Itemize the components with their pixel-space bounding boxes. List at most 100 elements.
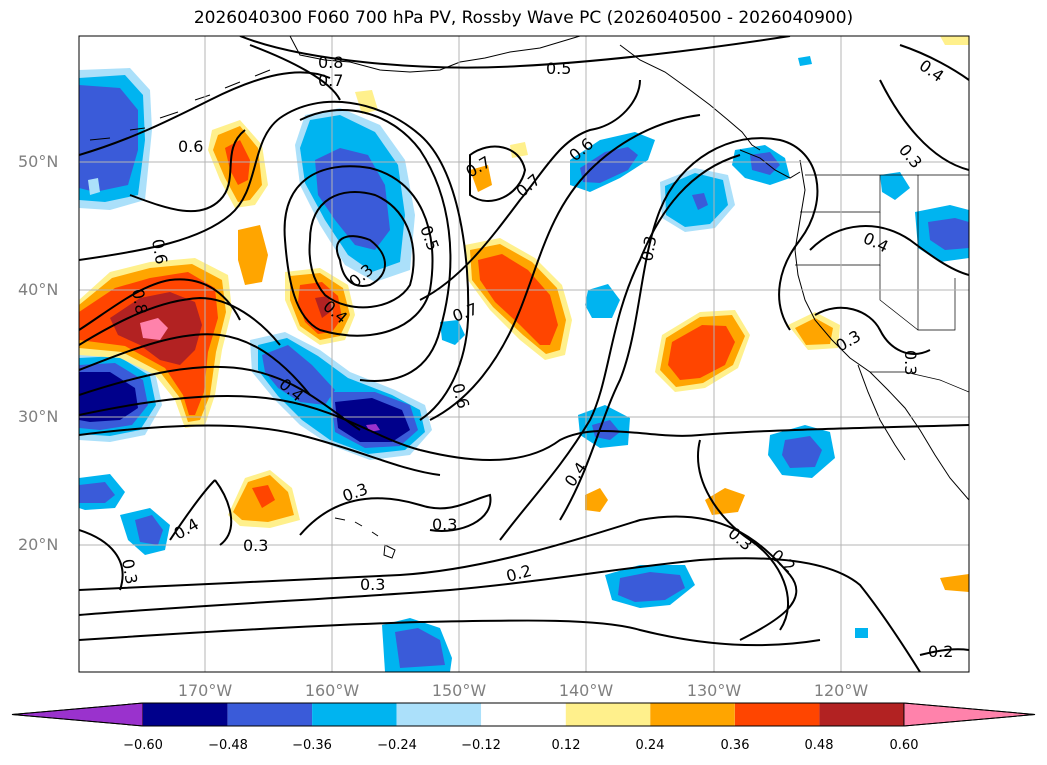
shade-pos-west-pink [140, 318, 168, 340]
colorbar-swatch-2 [227, 703, 313, 726]
contour-0.3-south [79, 529, 124, 591]
colorbar [11, 702, 1036, 727]
shade-neg-small-east [855, 628, 868, 638]
contour-0.6-north [79, 71, 331, 156]
colorbar-swatch-9 [819, 703, 904, 726]
contour-label-30: 0.8 [128, 287, 151, 315]
shade-pos-165w-22n-core [252, 485, 275, 508]
contour-0.6-west [79, 333, 311, 396]
shade-neg-small-top [798, 56, 812, 66]
lat-label-30n: 30°N [18, 407, 59, 426]
coastline-bc-islands [739, 149, 801, 179]
colorbar-swatch-3 [312, 703, 397, 726]
shade-neg-west-low2-core [135, 515, 163, 545]
contour-0.5-west [79, 365, 361, 431]
contour-0.3-east [814, 306, 931, 355]
colorbar-outline [11, 702, 1036, 727]
contour-0.6-wave [79, 100, 470, 421]
colorbar-tick-2: −0.48 [208, 738, 248, 753]
colorbar-tick-7: 0.24 [635, 738, 665, 753]
colorbar-extend-min [11, 702, 144, 727]
shade-neg-central-band-core1 [262, 345, 335, 405]
shade-pos-east-top [940, 36, 969, 45]
lon-label-120w: 120°W [813, 681, 869, 700]
contour-0.3-130w [697, 439, 790, 631]
colorbar-tick-5: −0.12 [461, 738, 501, 753]
contour-0.3-ridge [559, 137, 819, 521]
map-title: 2026040300 F060 700 hPa PV, Rossby Wave … [193, 8, 854, 28]
contour-0.2-south [79, 557, 921, 672]
lat-label-20n: 20°N [18, 535, 59, 554]
contour-0.7-north [249, 44, 341, 101]
contour-0.7-small [469, 145, 527, 202]
shade-neg-bc-core [750, 152, 780, 175]
colorbar-swatch-4 [396, 703, 482, 726]
negative-anomaly-shading [79, 56, 969, 672]
contour-0.5-loop [299, 109, 452, 382]
lon-label-150w: 150°W [431, 681, 487, 700]
contour-0.4-east [809, 225, 969, 276]
coastlines [89, 36, 969, 559]
coastline-alaska-panhandle [619, 44, 761, 151]
contour-0.3-low [308, 191, 415, 309]
shade-pos-148w-50n-b [510, 142, 528, 158]
colorbar-tick-10: 0.60 [889, 738, 919, 753]
colorbar-tick-8: 0.36 [720, 738, 750, 753]
contour-0.3-mid [419, 424, 969, 461]
contour-0.6-ridge [429, 114, 701, 421]
shade-neg-140w-40n [585, 284, 620, 318]
shade-pos-148w-50n [470, 165, 492, 192]
shade-neg-ne-small [880, 172, 910, 200]
lon-label-170w: 170°W [177, 681, 233, 700]
colorbar-tick-9: 0.48 [804, 738, 834, 753]
contour-0.3-ne [879, 79, 969, 171]
shade-pos-145w-40n-core [478, 254, 558, 345]
contour-0.4-ne [899, 44, 969, 81]
shade-pos-131w-35n-core [668, 325, 735, 380]
pv-contours [79, 36, 969, 672]
shade-pos-east-17n [940, 574, 969, 592]
shade-neg-ne-east-core [928, 218, 969, 250]
contour-0.3-long [79, 515, 798, 641]
colorbar-swatch-1 [143, 703, 228, 726]
contour-0.4-low [335, 235, 386, 287]
shade-neg-west-small [88, 178, 100, 195]
shade-neg-central-band-dark [335, 398, 410, 442]
shade-pos-130w-23n [705, 488, 745, 515]
shade-pos-124w-36n-core [795, 318, 833, 345]
border-us-mexico [870, 371, 969, 393]
border-ca-nv [879, 265, 919, 331]
contour-label-2: 0.7 [318, 71, 343, 90]
contour-0.7-ridge [419, 79, 641, 301]
contour-label-22: 0.3 [243, 536, 268, 555]
contour-label-1: 0.8 [318, 53, 343, 72]
coastline-aleutians [89, 69, 271, 141]
shade-neg-west-low1-core [79, 482, 115, 503]
colorbar-swatch-6 [565, 703, 651, 726]
contour-0.3-hawaii [299, 493, 492, 536]
shade-neg-125w-28n-core [782, 436, 822, 468]
shade-pos-140w-23n [585, 488, 608, 512]
contour-label-13: 0.3 [637, 234, 660, 262]
shade-neg-central-north-core [315, 148, 390, 250]
colorbar-extend-max [903, 702, 1036, 727]
contour-label-29: 0.2 [928, 642, 953, 661]
contour-label-31: 0.6 [148, 237, 171, 265]
map-frame [78, 35, 970, 673]
colorbar-tick-3: −0.36 [292, 738, 332, 753]
contour-0.7-west [79, 296, 281, 346]
shade-pos-167w-43n [238, 225, 268, 285]
contour-0.4-loop [283, 165, 434, 337]
shade-neg-145w-north-core [580, 147, 638, 183]
contour-label-21: 0.3 [432, 515, 457, 534]
lat-label-40n: 40°N [18, 280, 59, 299]
coastline-baja [857, 364, 906, 461]
colorbar-swatch-5 [481, 703, 566, 726]
lat-label-50n: 50°N [18, 152, 59, 171]
shade-pos-160w-38n-dark [315, 296, 333, 318]
map-plot-area: 0.8 0.7 0.5 0.4 0.6 0.3 0.7 0.5 0.3 0.4 … [79, 36, 969, 672]
contour-0.7-wave [129, 129, 246, 213]
contour-0.4-south [169, 479, 233, 546]
contour-label-16: 0.3 [901, 350, 920, 375]
